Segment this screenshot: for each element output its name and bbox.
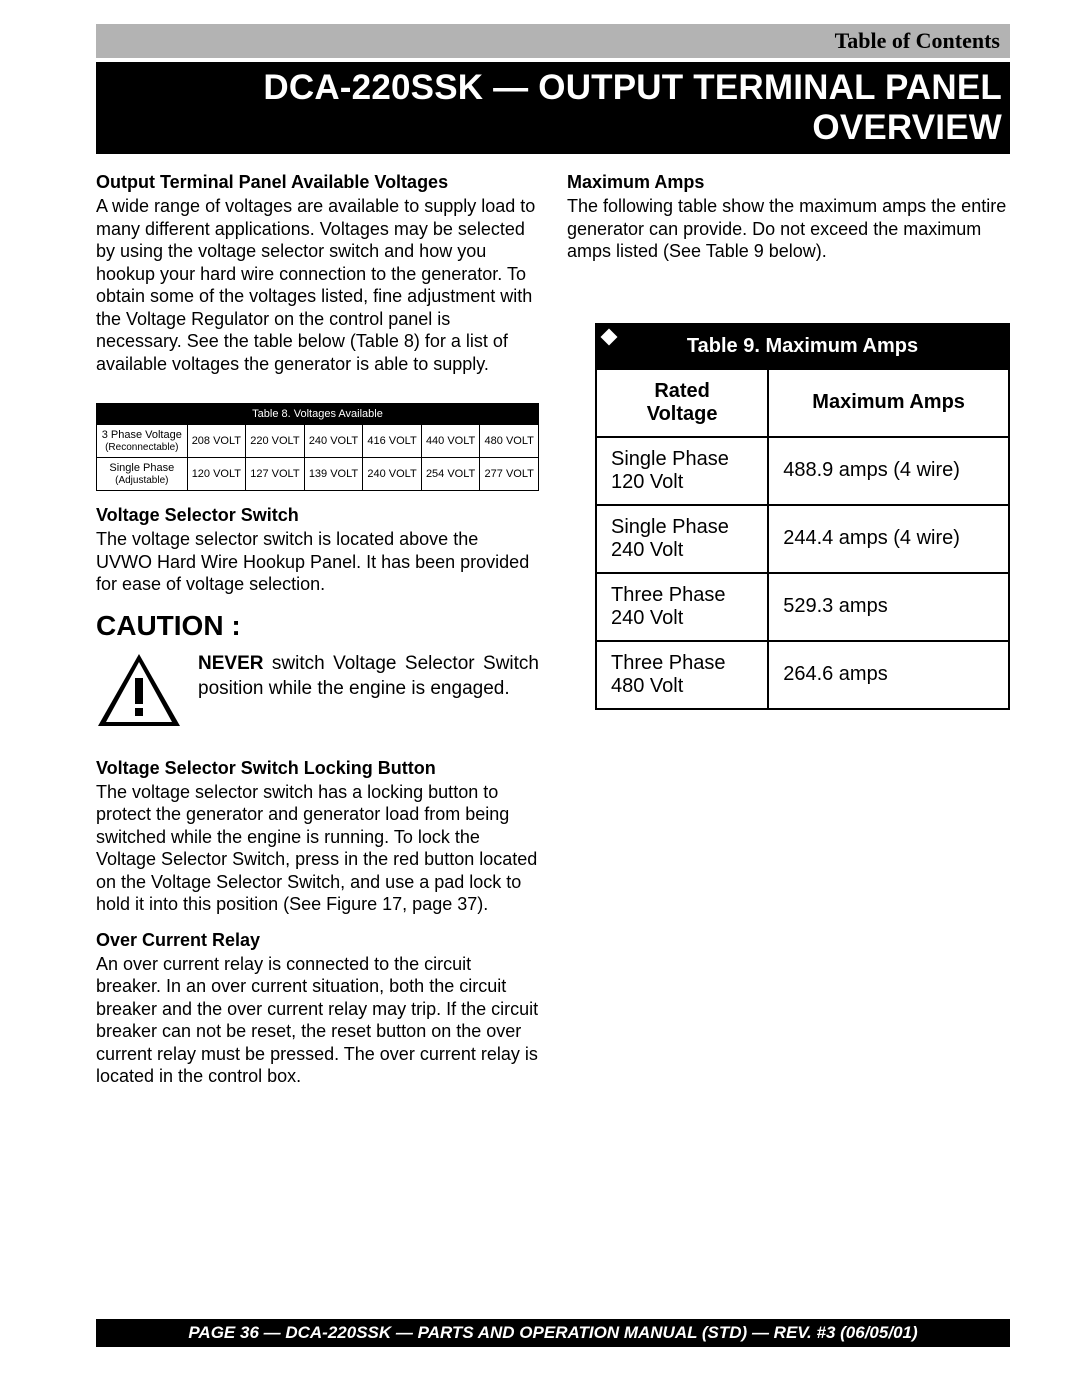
table-maximum-amps-wrap: Table 9. Maximum Amps Rated Voltage Maxi… bbox=[595, 323, 1010, 710]
table-maximum-amps: Table 9. Maximum Amps Rated Voltage Maxi… bbox=[595, 323, 1010, 710]
table-row: Three Phase 480 Volt 264.6 amps bbox=[596, 641, 1009, 709]
table9-title: Table 9. Maximum Amps bbox=[596, 324, 1009, 369]
table9-header-line1: Rated bbox=[654, 380, 710, 402]
right-column: Maximum Amps The following table show th… bbox=[567, 172, 1010, 1092]
table8-cell: 208 VOLT bbox=[187, 425, 246, 458]
table8-cell: 139 VOLT bbox=[304, 458, 363, 491]
table-row: Single Phase 240 Volt 244.4 amps (4 wire… bbox=[596, 505, 1009, 573]
table8-cell: 277 VOLT bbox=[480, 458, 539, 491]
page-footer: PAGE 36 — DCA-220SSK — PARTS AND OPERATI… bbox=[96, 1319, 1010, 1347]
caution-never: NEVER bbox=[198, 653, 263, 674]
table9-cell-line2: 240 Volt bbox=[611, 539, 683, 561]
table8-row-label-main: Single Phase bbox=[109, 462, 174, 474]
table8-row-label: Single Phase (Adjustable) bbox=[97, 458, 188, 491]
table8-title: Table 8. Voltages Available bbox=[97, 404, 539, 425]
heading-output-terminal-panel-voltages: Output Terminal Panel Available Voltages bbox=[96, 172, 539, 193]
table-row: 3 Phase Voltage (Reconnectable) 208 VOLT… bbox=[97, 425, 539, 458]
table8-cell: 120 VOLT bbox=[187, 458, 246, 491]
page-title: DCA-220SSK — OUTPUT TERMINAL PANEL OVERV… bbox=[96, 62, 1010, 154]
warning-triangle-icon bbox=[96, 652, 182, 728]
table-row: Single Phase 120 Volt 488.9 amps (4 wire… bbox=[596, 437, 1009, 505]
table9-cell-line2: 120 Volt bbox=[611, 471, 683, 493]
left-column: Output Terminal Panel Available Voltages… bbox=[96, 172, 539, 1092]
table8-row-label: 3 Phase Voltage (Reconnectable) bbox=[97, 425, 188, 458]
heading-voltage-selector-switch: Voltage Selector Switch bbox=[96, 505, 539, 526]
table-row: Single Phase (Adjustable) 120 VOLT 127 V… bbox=[97, 458, 539, 491]
table9-cell-voltage: Single Phase 120 Volt bbox=[596, 437, 768, 505]
table-of-contents-link[interactable]: Table of Contents bbox=[96, 24, 1010, 58]
paragraph-over-current-relay: An over current relay is connected to th… bbox=[96, 953, 539, 1088]
table8-row-label-main: 3 Phase Voltage bbox=[102, 429, 182, 441]
table8-cell: 416 VOLT bbox=[363, 425, 422, 458]
table9-header-rated-voltage: Rated Voltage bbox=[596, 369, 768, 437]
table9-cell-amps: 244.4 amps (4 wire) bbox=[768, 505, 1009, 573]
table9-cell-line1: Three Phase bbox=[611, 652, 726, 674]
heading-locking-button: Voltage Selector Switch Locking Button bbox=[96, 758, 539, 779]
table9-cell-line2: 480 Volt bbox=[611, 675, 683, 697]
table8-cell: 220 VOLT bbox=[246, 425, 305, 458]
caution-text: NEVER switch Voltage Selector Switch pos… bbox=[198, 652, 539, 701]
table9-cell-line1: Three Phase bbox=[611, 584, 726, 606]
paragraph-output-terminal-panel-voltages: A wide range of voltages are available t… bbox=[96, 195, 539, 375]
table9-cell-amps: 488.9 amps (4 wire) bbox=[768, 437, 1009, 505]
table8-cell: 240 VOLT bbox=[363, 458, 422, 491]
table9-header-line2: Voltage bbox=[647, 403, 718, 425]
table9-cell-voltage: Three Phase 240 Volt bbox=[596, 573, 768, 641]
table8-cell: 127 VOLT bbox=[246, 458, 305, 491]
paragraph-maximum-amps: The following table show the maximum amp… bbox=[567, 195, 1010, 263]
caution-heading: CAUTION : bbox=[96, 610, 539, 642]
heading-maximum-amps: Maximum Amps bbox=[567, 172, 1010, 193]
caution-block: NEVER switch Voltage Selector Switch pos… bbox=[96, 652, 539, 728]
table8-cell: 440 VOLT bbox=[421, 425, 480, 458]
table9-cell-amps: 264.6 amps bbox=[768, 641, 1009, 709]
table9-cell-line1: Single Phase bbox=[611, 448, 729, 470]
table9-cell-line2: 240 Volt bbox=[611, 607, 683, 629]
table-voltages-available: Table 8. Voltages Available 3 Phase Volt… bbox=[96, 403, 539, 491]
paragraph-locking-button: The voltage selector switch has a lockin… bbox=[96, 781, 539, 916]
table8-cell: 480 VOLT bbox=[480, 425, 539, 458]
heading-over-current-relay: Over Current Relay bbox=[96, 930, 539, 951]
table9-header-max-amps: Maximum Amps bbox=[768, 369, 1009, 437]
table9-cell-amps: 529.3 amps bbox=[768, 573, 1009, 641]
table8-cell: 240 VOLT bbox=[304, 425, 363, 458]
table-row: Three Phase 240 Volt 529.3 amps bbox=[596, 573, 1009, 641]
table9-cell-line1: Single Phase bbox=[611, 516, 729, 538]
paragraph-voltage-selector-switch: The voltage selector switch is located a… bbox=[96, 528, 539, 596]
table8-row-label-sub: (Adjustable) bbox=[115, 475, 168, 486]
table8-cell: 254 VOLT bbox=[421, 458, 480, 491]
table8-row-label-sub: (Reconnectable) bbox=[105, 442, 178, 453]
table9-cell-voltage: Three Phase 480 Volt bbox=[596, 641, 768, 709]
table9-cell-voltage: Single Phase 240 Volt bbox=[596, 505, 768, 573]
